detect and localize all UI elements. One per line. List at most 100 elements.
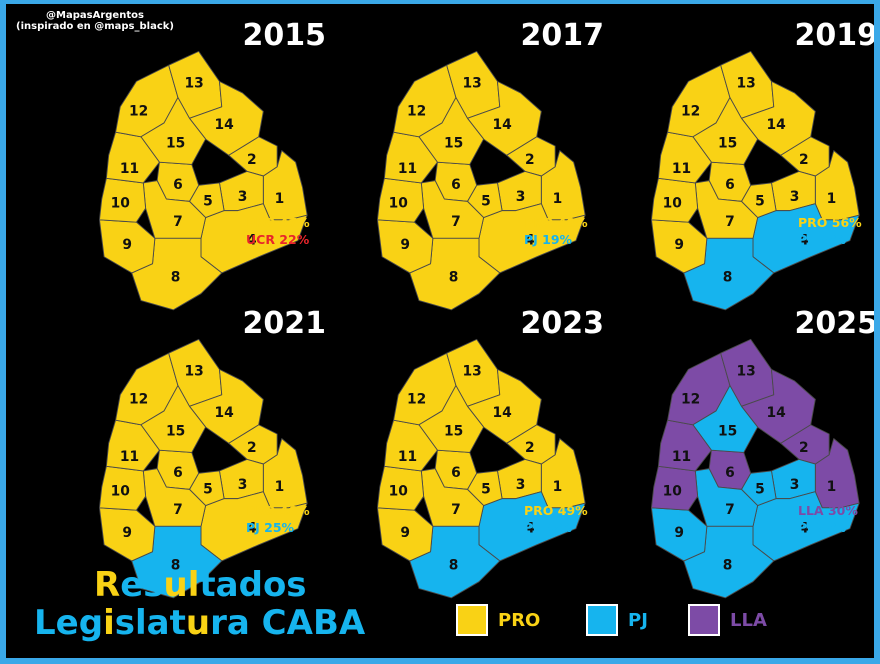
first-place-result: PRO 47% [246, 215, 310, 230]
year-label: 2023 [520, 306, 605, 341]
comuna-14-region [467, 80, 542, 156]
title-line-1: Resultados [94, 565, 307, 605]
results-box: LLA 30% PJ 27% [798, 502, 858, 536]
comuna-15-region [692, 385, 759, 453]
comuna-1-label: 1 [827, 191, 837, 207]
results-box: PRO 47% UCR 22% [246, 214, 310, 248]
comuna-7-region [420, 468, 485, 527]
second-place-result: PJ 32% [524, 520, 573, 535]
year-label: 2025 [794, 306, 875, 341]
map-panel-2025: 1 2 3 4 5 6 7 8 9 10 11 12 13 14 15 2025 LLA 30% PJ 27% [618, 306, 874, 614]
comuna-4-label: 4 [799, 233, 809, 249]
comuna-6-label: 6 [725, 465, 735, 481]
comuna-15-label: 15 [166, 136, 185, 152]
comuna-2-label: 2 [799, 440, 809, 456]
comuna-8-label: 8 [449, 270, 459, 286]
second-place-result: PJ 35% [798, 232, 847, 247]
comuna-8-label: 8 [449, 558, 459, 574]
comuna-7-region [142, 468, 207, 527]
comuna-13-label: 13 [462, 364, 481, 380]
comuna-14-region [467, 368, 542, 444]
comuna-10-label: 10 [111, 196, 130, 212]
comuna-13-label: 13 [462, 76, 481, 92]
results-box: PRO 49% PJ 32% [524, 502, 588, 536]
comuna-11-label: 11 [398, 161, 417, 177]
comuna-7-label: 7 [725, 502, 735, 518]
comuna-9-label: 9 [122, 525, 132, 541]
map-panel-2017: 1 2 3 4 5 6 7 8 9 10 11 12 13 14 15 2017 PRO 48% PJ 19% [344, 18, 634, 326]
comuna-9-label: 9 [400, 525, 410, 541]
comuna-8-label: 8 [723, 558, 733, 574]
legend-label: PRO [498, 609, 541, 631]
comuna-1-label: 1 [553, 479, 563, 495]
comuna-14-region [741, 368, 816, 444]
comuna-11-label: 11 [120, 161, 139, 177]
second-place-result: PJ 27% [798, 520, 847, 535]
comuna-2-label: 2 [525, 440, 535, 456]
comuna-7-label: 7 [173, 502, 183, 518]
comuna-15-label: 15 [718, 424, 737, 440]
first-place-result: LLA 30% [798, 503, 858, 518]
comuna-1-label: 1 [275, 191, 285, 207]
legend-item-lla: LLA [688, 604, 767, 636]
comuna-2-label: 2 [247, 152, 257, 168]
comuna-5-label: 5 [755, 193, 765, 209]
comuna-6-label: 6 [451, 177, 461, 193]
first-place-result: PRO 49% [524, 503, 588, 518]
comuna-13-label: 13 [184, 364, 203, 380]
comuna-15-label: 15 [444, 136, 463, 152]
year-label: 2015 [242, 18, 327, 53]
comuna-15-region [418, 97, 485, 165]
second-place-result: UCR 22% [246, 232, 310, 247]
comuna-7-label: 7 [173, 214, 183, 230]
comuna-6-label: 6 [451, 465, 461, 481]
comuna-12-label: 12 [681, 103, 700, 119]
comuna-7-region [420, 180, 485, 239]
comuna-9-label: 9 [122, 237, 132, 253]
comuna-14-label: 14 [766, 405, 785, 421]
legend-item-pro: PRO [456, 604, 540, 636]
comuna-11-label: 11 [672, 449, 691, 465]
comuna-2-label: 2 [525, 152, 535, 168]
comuna-6-label: 6 [725, 177, 735, 193]
comuna-3-label: 3 [238, 477, 248, 493]
results-box: PRO 56% PJ 35% [798, 214, 862, 248]
comuna-8-label: 8 [723, 270, 733, 286]
comuna-14-label: 14 [214, 405, 233, 421]
comuna-2-label: 2 [799, 152, 809, 168]
comuna-13-label: 13 [184, 76, 203, 92]
comuna-15-region [140, 97, 207, 165]
legend-item-pj: PJ [586, 604, 648, 636]
comuna-1-label: 1 [553, 191, 563, 207]
comuna-4-label: 4 [525, 521, 535, 537]
comuna-3-label: 3 [516, 189, 526, 205]
comuna-15-label: 15 [444, 424, 463, 440]
comuna-10-label: 10 [389, 484, 408, 500]
comuna-6-label: 6 [173, 465, 183, 481]
comuna-12-label: 12 [681, 391, 700, 407]
comuna-9-label: 9 [674, 237, 684, 253]
comuna-8-label: 8 [171, 558, 181, 574]
comuna-7-label: 7 [451, 502, 461, 518]
comuna-11-label: 11 [120, 449, 139, 465]
comuna-4-label: 4 [525, 233, 535, 249]
comuna-14-region [189, 80, 264, 156]
comuna-13-label: 13 [736, 364, 755, 380]
comuna-12-label: 12 [407, 391, 426, 407]
comuna-14-region [189, 368, 264, 444]
first-place-result: PRO 46% [246, 503, 310, 518]
comuna-1-label: 1 [275, 479, 285, 495]
map-panel-2019: 1 2 3 4 5 6 7 8 9 10 11 12 13 14 15 2019 PRO 56% PJ 35% [618, 18, 874, 326]
legend-swatch [688, 604, 720, 636]
comuna-11-label: 11 [398, 449, 417, 465]
comuna-14-label: 14 [492, 405, 511, 421]
comuna-14-label: 14 [214, 117, 233, 133]
comuna-8-label: 8 [171, 270, 181, 286]
comuna-14-label: 14 [492, 117, 511, 133]
comuna-5-label: 5 [755, 481, 765, 497]
map-panel-2015: 1 2 3 4 5 6 7 8 9 10 11 12 13 14 15 2015 PRO 47% UCR 22% [66, 18, 356, 326]
